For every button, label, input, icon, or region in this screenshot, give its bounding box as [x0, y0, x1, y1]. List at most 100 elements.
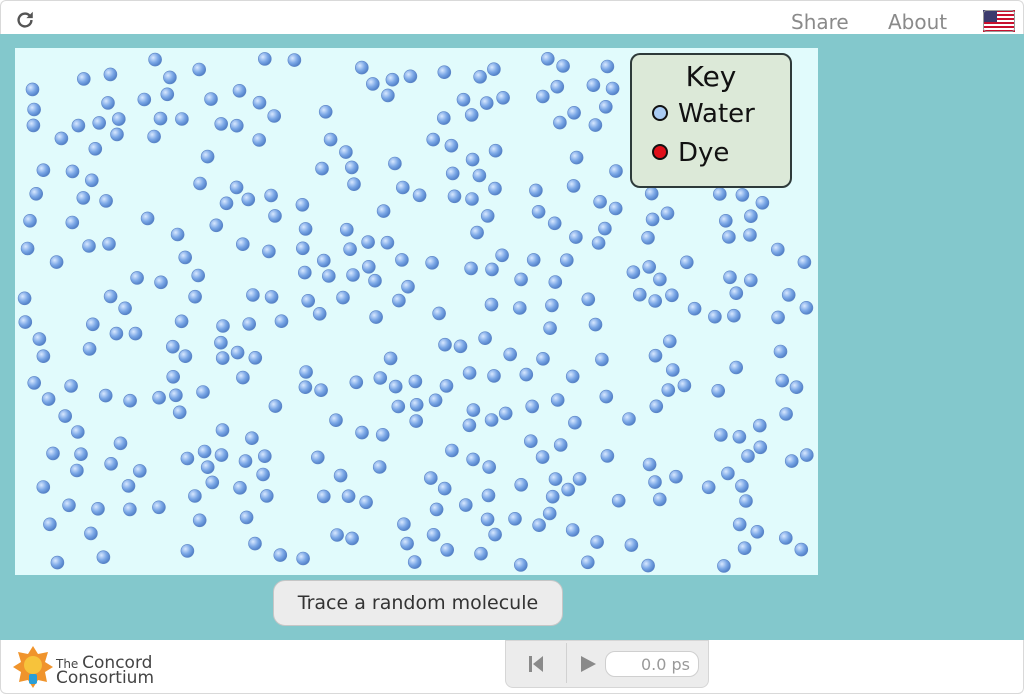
water-molecule[interactable] — [140, 211, 155, 226]
water-molecule[interactable] — [470, 225, 484, 240]
water-molecule[interactable] — [412, 188, 427, 203]
water-molecule[interactable] — [321, 269, 336, 283]
water-molecule[interactable] — [71, 118, 86, 133]
water-molecule[interactable] — [58, 409, 73, 423]
water-molecule[interactable] — [609, 164, 623, 178]
water-molecule[interactable] — [590, 535, 604, 549]
water-molecule[interactable] — [346, 268, 360, 282]
water-molecule[interactable] — [531, 205, 546, 219]
water-molecule[interactable] — [339, 222, 354, 237]
water-molecule[interactable] — [248, 536, 262, 551]
water-molecule[interactable] — [553, 438, 568, 452]
water-molecule[interactable] — [204, 92, 218, 106]
water-molecule[interactable] — [535, 450, 550, 464]
water-molecule[interactable] — [624, 538, 639, 552]
water-molecule[interactable] — [445, 443, 459, 458]
water-molecule[interactable] — [113, 436, 128, 451]
water-molecule[interactable] — [523, 434, 538, 449]
water-molecule[interactable] — [388, 156, 402, 171]
water-molecule[interactable] — [193, 176, 207, 191]
water-molecule[interactable] — [429, 502, 444, 517]
water-molecule[interactable] — [368, 273, 382, 288]
water-molecule[interactable] — [732, 429, 747, 444]
water-molecule[interactable] — [778, 531, 793, 545]
water-molecule[interactable] — [770, 242, 785, 257]
water-molecule[interactable] — [721, 466, 735, 481]
water-molecule[interactable] — [701, 480, 716, 495]
water-molecule[interactable] — [593, 195, 607, 209]
water-molecule[interactable] — [595, 352, 609, 367]
water-molecule[interactable] — [152, 500, 166, 515]
water-molecule[interactable] — [729, 360, 744, 375]
water-molecule[interactable] — [43, 517, 57, 532]
water-molecule[interactable] — [369, 310, 383, 324]
water-molecule[interactable] — [383, 351, 398, 366]
water-molecule[interactable] — [559, 253, 574, 267]
water-molecule[interactable] — [556, 59, 570, 73]
water-molecule[interactable] — [481, 488, 496, 503]
water-molecule[interactable] — [711, 383, 726, 398]
water-molecule[interactable] — [316, 489, 331, 504]
water-molecule[interactable] — [214, 448, 229, 462]
water-molecule[interactable] — [445, 166, 460, 181]
water-molecule[interactable] — [567, 106, 581, 120]
water-molecule[interactable] — [464, 261, 478, 276]
water-molecule[interactable] — [737, 541, 752, 556]
trace-molecule-button[interactable]: Trace a random molecule — [273, 580, 563, 626]
reset-icon[interactable] — [526, 654, 546, 674]
water-molecule[interactable] — [214, 117, 228, 131]
water-molecule[interactable] — [591, 236, 606, 250]
water-molecule[interactable] — [458, 498, 473, 512]
water-molecule[interactable] — [525, 399, 540, 414]
water-molecule[interactable] — [118, 301, 132, 316]
water-molecule[interactable] — [287, 53, 302, 67]
water-molecule[interactable] — [76, 191, 91, 205]
water-molecule[interactable] — [375, 427, 390, 442]
water-molecule[interactable] — [665, 288, 679, 303]
water-molecule[interactable] — [797, 255, 812, 269]
water-molecule[interactable] — [588, 317, 603, 332]
water-molecule[interactable] — [662, 334, 677, 349]
water-molecule[interactable] — [488, 143, 503, 158]
water-molecule[interactable] — [359, 495, 373, 510]
water-molecule[interactable] — [580, 555, 595, 570]
water-molecule[interactable] — [750, 524, 765, 539]
water-molecule[interactable] — [648, 294, 663, 308]
water-molecule[interactable] — [110, 127, 124, 142]
water-molecule[interactable] — [347, 177, 361, 191]
water-molecule[interactable] — [409, 397, 424, 412]
water-molecule[interactable] — [561, 482, 576, 497]
water-molecule[interactable] — [333, 468, 348, 483]
water-molecule[interactable] — [598, 99, 613, 114]
water-molecule[interactable] — [273, 548, 288, 562]
water-molecule[interactable] — [258, 449, 272, 464]
water-molecule[interactable] — [611, 493, 626, 508]
water-molecule[interactable] — [503, 347, 518, 362]
water-molecule[interactable] — [661, 383, 676, 397]
water-molecule[interactable] — [152, 390, 166, 405]
water-molecule[interactable] — [205, 475, 220, 490]
water-molecule[interactable] — [98, 388, 113, 403]
water-molecule[interactable] — [315, 161, 329, 176]
water-molecule[interactable] — [487, 62, 501, 77]
water-molecule[interactable] — [436, 111, 451, 125]
water-molecule[interactable] — [192, 513, 207, 528]
water-molecule[interactable] — [200, 149, 215, 164]
water-molecule[interactable] — [432, 306, 446, 321]
water-molecule[interactable] — [426, 132, 441, 147]
water-molecule[interactable] — [586, 78, 601, 93]
water-molecule[interactable] — [771, 310, 785, 325]
water-molecule[interactable] — [722, 230, 736, 244]
water-molecule[interactable] — [679, 255, 694, 270]
water-molecule[interactable] — [553, 115, 567, 130]
water-molecule[interactable] — [123, 502, 137, 517]
water-molecule[interactable] — [32, 332, 47, 346]
water-molecule[interactable] — [642, 260, 657, 274]
water-molecule[interactable] — [453, 339, 468, 354]
water-molecule[interactable] — [600, 449, 615, 463]
water-molecule[interactable] — [513, 558, 528, 572]
water-molecule[interactable] — [403, 69, 418, 84]
water-molecule[interactable] — [781, 288, 796, 302]
water-molecule[interactable] — [532, 518, 546, 533]
water-molecule[interactable] — [752, 418, 767, 433]
